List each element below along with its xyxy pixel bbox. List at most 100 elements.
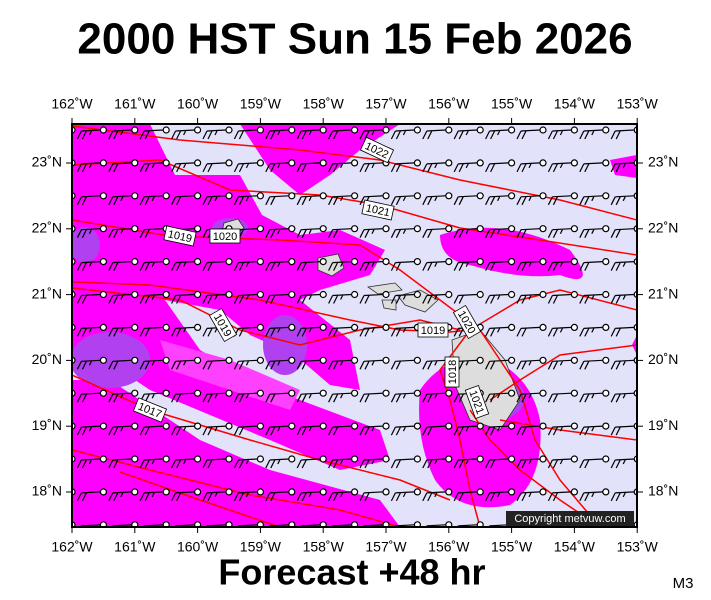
barb-feather <box>610 295 616 304</box>
barb-station <box>194 389 202 397</box>
barb-shaft <box>458 129 478 132</box>
lat-label: 20˚N <box>648 351 678 367</box>
barb-station <box>539 356 547 364</box>
barb-feather <box>238 196 244 206</box>
barb-station <box>382 258 390 266</box>
wind-barb <box>76 159 108 173</box>
barb-shaft <box>269 326 289 329</box>
barb-station <box>99 356 108 364</box>
wind-barb <box>579 356 610 370</box>
barb-feather <box>301 328 307 337</box>
wind-barb <box>51 521 76 534</box>
barb-station <box>319 422 327 430</box>
wind-barb <box>453 126 484 140</box>
barb-feather <box>202 361 208 370</box>
barb-station <box>162 488 170 496</box>
barb-feather <box>485 163 491 173</box>
barb-feather <box>51 526 55 534</box>
barb-station <box>351 159 359 167</box>
barb-shaft <box>301 524 321 527</box>
wind-barb <box>547 389 579 403</box>
barb-feather <box>422 459 428 469</box>
barb-feather <box>465 361 469 366</box>
barb-shaft <box>458 162 478 165</box>
barb-station <box>413 422 421 430</box>
barb-feather <box>390 492 396 502</box>
barb-station <box>256 488 264 496</box>
barb-shaft <box>615 359 635 362</box>
barb-feather <box>144 328 150 337</box>
barb-shaft <box>552 425 572 428</box>
barb-feather <box>207 393 213 403</box>
barb-feather <box>113 130 119 140</box>
barb-feather <box>108 229 114 238</box>
barb-feather <box>371 163 375 169</box>
barb-station <box>508 422 516 430</box>
barb-shaft <box>363 162 384 165</box>
barb-shaft <box>175 458 195 461</box>
barb-feather <box>238 328 244 337</box>
barb-feather <box>76 459 82 469</box>
wind-barb <box>265 192 296 206</box>
barb-feather <box>58 263 60 267</box>
barb-feather <box>207 459 213 469</box>
barb-feather <box>340 295 344 300</box>
barb-station <box>351 126 359 134</box>
barb-station <box>382 455 390 463</box>
barb-feather <box>584 426 590 436</box>
barb-feather <box>176 361 182 370</box>
wind-barb <box>453 290 484 304</box>
barb-shaft <box>426 293 446 297</box>
barb-shaft <box>552 261 572 264</box>
barb-feather <box>308 328 312 333</box>
wind-barb <box>76 323 108 337</box>
barb-shaft <box>426 195 446 198</box>
barb-shaft <box>332 129 352 132</box>
wind-barb <box>76 488 108 502</box>
wind-barb <box>516 126 547 140</box>
barb-feather <box>113 426 119 436</box>
barb-station <box>131 356 139 364</box>
barb-feather <box>308 492 312 498</box>
wind-barb <box>390 192 421 206</box>
barb-station <box>382 422 390 430</box>
wind-barb <box>171 258 202 271</box>
barb-shaft <box>301 129 321 132</box>
barb-shaft <box>112 261 132 264</box>
wind-barb <box>516 225 547 238</box>
wind-barb <box>108 159 139 173</box>
lon-label: 154˚W <box>554 539 596 555</box>
barb-feather <box>559 262 563 267</box>
barb-feather <box>308 196 312 202</box>
barb-feather <box>108 295 114 304</box>
barb-shaft <box>175 293 195 297</box>
barb-shaft <box>395 129 415 132</box>
barb-shaft <box>301 228 321 231</box>
barb-shaft <box>144 326 164 329</box>
barb-station <box>413 159 421 167</box>
wind-barb <box>80 521 107 527</box>
wind-barb <box>453 258 484 271</box>
barb-shaft <box>395 524 415 527</box>
barb-feather <box>584 328 590 337</box>
barb-feather <box>207 328 213 337</box>
barb-feather <box>88 163 92 169</box>
barb-feather <box>453 459 459 469</box>
barb-shaft <box>269 359 289 362</box>
copyright: Copyright metvuw.com <box>514 513 625 525</box>
barb-feather <box>202 492 208 502</box>
wind-barb <box>202 290 233 304</box>
barb-shaft <box>144 524 164 527</box>
barb-feather <box>76 262 82 271</box>
barb-station <box>570 258 579 266</box>
barb-feather <box>120 229 124 234</box>
wind-barb <box>579 488 610 502</box>
barb-shaft <box>206 162 227 165</box>
wind-barb <box>328 422 359 436</box>
wind-barb <box>171 323 202 337</box>
barb-feather <box>516 229 522 238</box>
barb-feather <box>497 295 501 300</box>
barb-shaft <box>426 524 446 527</box>
barb-feather <box>270 459 276 469</box>
barb-station <box>602 323 610 331</box>
